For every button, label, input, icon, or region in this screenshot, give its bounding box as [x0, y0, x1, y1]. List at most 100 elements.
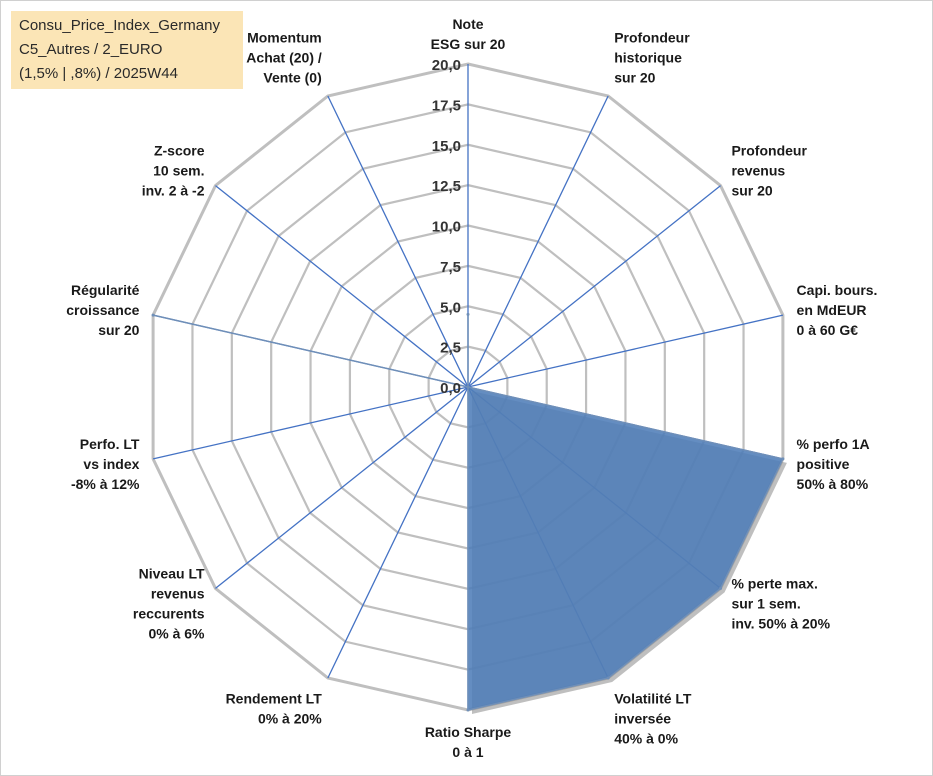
tick-label: 0,0 — [440, 380, 461, 397]
grid-ring-7 — [191, 103, 745, 671]
axis-spoke-10 — [152, 386, 469, 460]
data-point-1 — [466, 385, 470, 389]
axis-label-line: inversée — [614, 711, 671, 727]
axis-label-line: sur 20 — [98, 322, 139, 338]
axis-label-line: 50% à 80% — [797, 476, 869, 492]
tick-label: 5,0 — [440, 299, 461, 316]
grid-ring-6 — [230, 143, 706, 631]
axis-spoke-12 — [215, 185, 469, 388]
axis-label-line: 0 à 1 — [452, 744, 483, 760]
axis-spoke-13 — [327, 95, 469, 388]
tick-label: 17,5 — [432, 97, 461, 114]
data-point-8 — [466, 385, 470, 389]
axis-label-line: Niveau LT — [139, 565, 205, 581]
axis-label-line: ESG sur 20 — [431, 36, 506, 52]
header-line-3: (1,5% | ,8%) / 2025W44 — [19, 65, 178, 82]
tick-label: 2,5 — [440, 340, 461, 357]
axis-label-line: reccurents — [133, 605, 205, 621]
axis-spoke-9 — [215, 386, 469, 589]
axis-label-line: Profondeur — [614, 29, 690, 45]
axis-label-line: 10 sem. — [153, 163, 204, 179]
axis-spoke-8 — [327, 386, 469, 679]
axis-spoke-2 — [467, 185, 721, 388]
axis-label-line: inv. 2 à -2 — [142, 183, 205, 199]
axis-label-line: revenus — [151, 585, 205, 601]
axis-label-11: Régularité croissance sur 20 — [66, 282, 139, 338]
axis-label-3: Capi. bours. en MdEUR 0 à 60 G€ — [797, 282, 878, 338]
axis-label-line: Z-score — [154, 143, 205, 159]
grid-ring-5 — [270, 183, 666, 591]
axis-label-line: positive — [797, 456, 850, 472]
axis-label-13: Momentum Achat (20) / Vente (0) — [246, 29, 322, 85]
axis-label-10: Perfo. LT vs index -8% à 12% — [71, 436, 140, 492]
axis-label-line: en MdEUR — [797, 302, 867, 318]
axis-label-12: Z-score 10 sem. inv. 2 à -2 — [142, 143, 205, 199]
axis-label-4: % perfo 1A positive 50% à 80% — [797, 436, 870, 492]
axis-label-line: Note — [452, 16, 483, 32]
radar-axis-labels: Note ESG sur 20 Profondeur historique sur 20… — [66, 16, 877, 760]
axis-label-line: sur 20 — [614, 69, 655, 85]
data-point-4 — [781, 457, 785, 461]
axis-label-1: Profondeur historique sur 20 — [614, 29, 690, 85]
tick-label: 15,0 — [432, 138, 461, 155]
grid-ring-3 — [348, 264, 588, 510]
grid-ring-1 — [427, 345, 509, 429]
axis-label-line: -8% à 12% — [71, 476, 140, 492]
axis-label-line: 0% à 20% — [258, 711, 322, 727]
header-line-1: Consu_Price_Index_Germany — [19, 17, 220, 34]
axis-label-line: croissance — [66, 302, 139, 318]
axis-label-line: Ratio Sharpe — [425, 724, 512, 740]
axis-label-line: 0% à 6% — [148, 625, 205, 641]
axis-label-line: vs index — [83, 456, 139, 472]
axis-spoke-6 — [467, 386, 609, 679]
axis-spoke-4 — [467, 386, 784, 460]
axis-label-8: Rendement LT 0% à 20% — [226, 691, 323, 727]
axis-label-6: Volatilité LT inversée 40% à 0% — [614, 691, 692, 747]
axis-label-line: 40% à 0% — [614, 731, 678, 747]
axis-label-line: Volatilité LT — [614, 691, 692, 707]
axis-label-7: Ratio Sharpe 0 à 1 — [425, 724, 512, 760]
axis-label-line: Perfo. LT — [80, 436, 140, 452]
axis-label-9: Niveau LT revenus reccurents 0% à 6% — [133, 565, 205, 641]
axis-spoke-5 — [467, 386, 721, 589]
data-point-12 — [466, 385, 470, 389]
tick-label: 12,5 — [432, 178, 461, 195]
axis-label-line: Rendement LT — [226, 691, 323, 707]
axis-spoke-11 — [152, 314, 469, 388]
axis-label-line: sur 20 — [731, 183, 772, 199]
axis-label-2: Profondeur revenus sur 20 — [731, 143, 807, 199]
axis-label-line: revenus — [731, 163, 785, 179]
data-point-3 — [466, 385, 470, 389]
grid-ring-8 — [151, 62, 785, 712]
axis-label-line: Vente (0) — [263, 69, 321, 85]
grid-ring-2 — [388, 305, 548, 469]
axis-label-line: historique — [614, 49, 682, 65]
axis-label-line: 0 à 60 G€ — [797, 322, 859, 338]
data-point-11 — [151, 313, 155, 317]
axis-label-5: % perte max. sur 1 sem. inv. 50% à 20% — [731, 575, 830, 631]
axis-label-line: % perfo 1A — [797, 436, 870, 452]
chart-header-box: Consu_Price_Index_Germany C5_Autres / 2_… — [11, 11, 243, 89]
data-point-10 — [466, 385, 470, 389]
data-point-6 — [606, 676, 610, 680]
axis-label-line: inv. 50% à 20% — [731, 615, 830, 631]
grid-ring-4 — [309, 224, 627, 550]
axis-spoke-1 — [467, 95, 609, 388]
axis-label-line: Capi. bours. — [797, 282, 878, 298]
data-point-2 — [466, 385, 470, 389]
data-point-0 — [466, 312, 470, 316]
radar-spokes — [152, 64, 784, 710]
data-point-5 — [719, 586, 723, 590]
radar-grid — [151, 62, 785, 712]
radar-series — [151, 312, 787, 714]
axis-spoke-3 — [467, 314, 784, 388]
axis-label-line: Régularité — [71, 282, 140, 298]
axis-label-line: Momentum — [247, 29, 322, 45]
axis-label-line: Achat (20) / — [246, 49, 322, 65]
tick-label: 7,5 — [440, 259, 461, 276]
tick-label: 20,0 — [432, 57, 461, 74]
data-point-13 — [466, 385, 470, 389]
header-line-2: C5_Autres / 2_EURO — [19, 41, 163, 58]
